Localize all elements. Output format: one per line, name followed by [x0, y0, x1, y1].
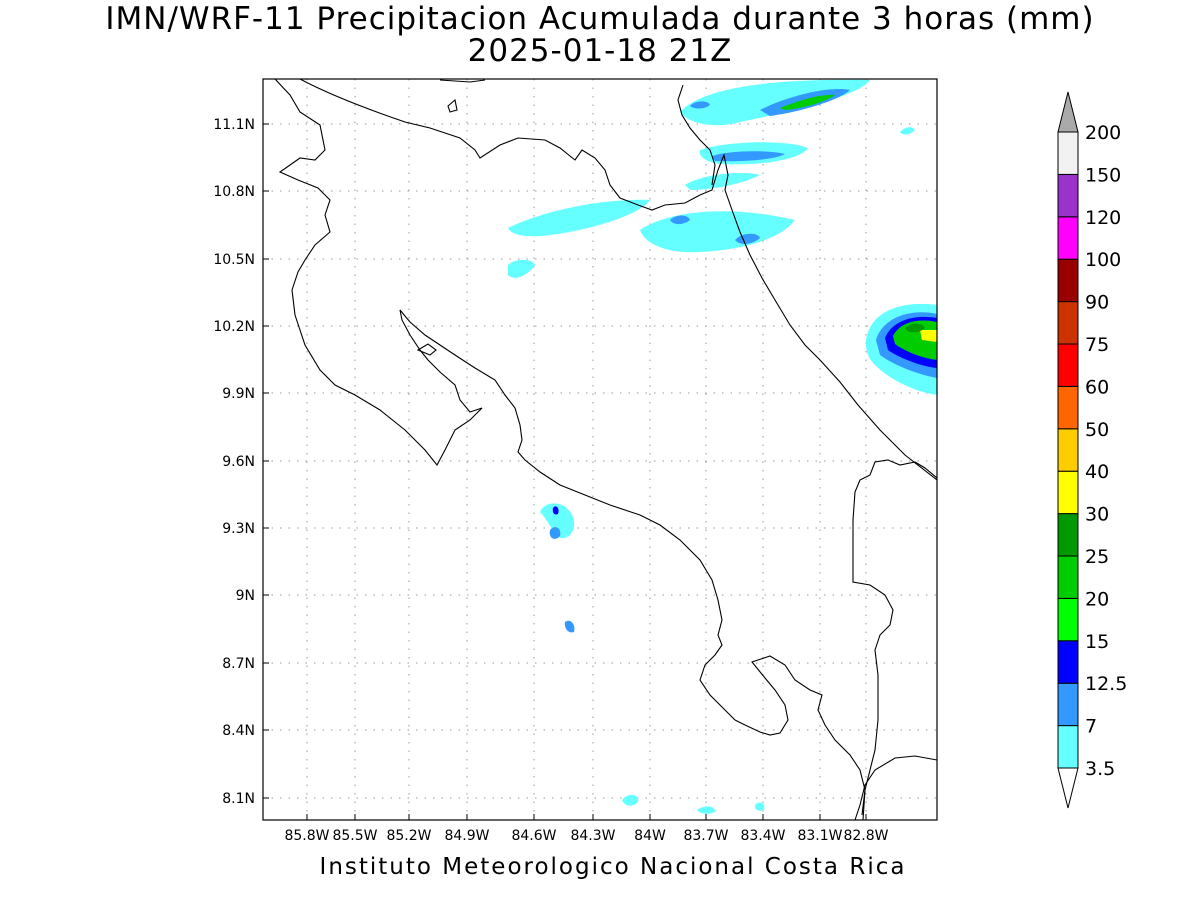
precip-area	[622, 794, 639, 806]
map-title: IMN/WRF-11 Precipitacion Acumulada duran…	[105, 1, 1095, 37]
precip-area	[712, 151, 785, 162]
map-gridlines	[263, 79, 937, 820]
precip-area	[900, 127, 915, 135]
colorbar-level-label: 40	[1085, 461, 1109, 483]
lat-tick-label: 10.5N	[213, 252, 255, 268]
lon-tick-label: 84.3W	[570, 828, 615, 844]
lon-tick-label: 84.6W	[511, 828, 556, 844]
colorbar-level-label: 120	[1085, 207, 1121, 229]
island	[416, 343, 437, 356]
colorbar-level-label: 50	[1085, 419, 1109, 441]
precip-area	[508, 199, 650, 237]
precip-area	[540, 503, 575, 539]
colorbar: 3.5 7 12.5 15 20 25 30 40 50 60 75 90 100 120 150 200	[1057, 91, 1127, 809]
colorbar-level-label: 30	[1085, 504, 1109, 526]
lat-tick-label: 10.2N	[213, 319, 255, 335]
colorbar-level-label: 12.5	[1085, 673, 1127, 695]
precip-area	[735, 233, 760, 244]
inland-line	[677, 84, 716, 186]
precip-area	[905, 323, 925, 333]
colorbar-level-label: 25	[1085, 546, 1109, 568]
colorbar-level-label: 20	[1085, 588, 1109, 610]
precip-area	[508, 259, 535, 278]
nicaragua-border-coast	[274, 79, 736, 721]
colorbar-swatch	[1057, 216, 1079, 260]
colorbar-swatch	[1057, 385, 1079, 430]
lon-tick-label: 85.8W	[284, 828, 329, 844]
precip-area	[685, 173, 760, 190]
island	[447, 98, 458, 113]
precip-area	[552, 506, 559, 515]
colorbar-level-label: 90	[1085, 292, 1109, 314]
lat-tick-label: 8.1N	[222, 791, 255, 807]
precip-area	[564, 620, 575, 633]
lat-tick-label: 10.8N	[213, 184, 255, 200]
lat-tick-label: 8.7N	[222, 656, 255, 672]
colorbar-level-label: 15	[1085, 631, 1109, 653]
lat-tick-label: 9.3N	[222, 521, 255, 537]
colorbar-swatch	[1057, 470, 1079, 515]
lon-tick-label: 84W	[634, 828, 666, 844]
lat-tick-label: 9.6N	[222, 454, 255, 470]
colorbar-level-label: 150	[1085, 164, 1121, 186]
coastlines	[274, 79, 937, 820]
colorbar-swatch	[1057, 428, 1079, 472]
north-coast	[299, 79, 937, 481]
colorbar-swatch	[1057, 725, 1079, 769]
osa-peninsula	[734, 655, 866, 816]
precip-area	[680, 79, 870, 126]
lake-shore	[439, 79, 486, 83]
lon-tick-label: 83.7W	[683, 828, 728, 844]
colorbar-level-label: 75	[1085, 334, 1109, 356]
colorbar-swatch	[1057, 131, 1079, 175]
precip-area	[920, 330, 937, 342]
colorbar-swatch	[1057, 301, 1079, 345]
precip-area	[549, 527, 561, 539]
lon-tick-label: 85.5W	[332, 828, 377, 844]
lat-tick-label: 9N	[236, 588, 255, 604]
colorbar-swatch	[1057, 173, 1079, 218]
colorbar-level-label: 7	[1085, 716, 1097, 738]
colorbar-swatch	[1057, 343, 1079, 387]
colorbar-lower-arrow	[1057, 767, 1079, 809]
colorbar-swatch	[1057, 597, 1079, 642]
lon-tick-label: 83.4W	[740, 828, 785, 844]
lon-tick-label: 82.8W	[843, 828, 888, 844]
lon-tick-label: 83.1W	[797, 828, 842, 844]
precip-area	[754, 802, 765, 811]
colorbar-swatch	[1057, 682, 1079, 727]
colorbar-level-label: 100	[1085, 249, 1121, 271]
colorbar-level-label: 200	[1085, 122, 1121, 144]
precip-area	[697, 806, 716, 814]
colorbar-swatch	[1057, 555, 1079, 599]
colorbar-upper-arrow	[1057, 91, 1079, 133]
precip-area	[780, 94, 835, 110]
precip-area	[670, 215, 690, 225]
panama-coast	[854, 755, 937, 820]
colorbar-swatch	[1057, 640, 1079, 684]
lat-tick-label: 11.1N	[213, 117, 255, 133]
footer-credit: Instituto Meteorologico Nacional Costa R…	[319, 854, 907, 880]
map-frame	[262, 78, 938, 821]
lat-tick-label: 9.9N	[222, 386, 255, 402]
colorbar-level-label: 60	[1085, 376, 1109, 398]
axis-ticks: 85.8W 85.5W 85.2W 84.9W 84.6W 84.3W 84W 83.7W 83…	[213, 117, 888, 844]
lon-tick-label: 84.9W	[444, 828, 489, 844]
lat-tick-label: 8.4N	[222, 723, 255, 739]
map-subtitle: 2025-01-18 21Z	[467, 33, 733, 69]
colorbar-swatch	[1057, 513, 1079, 557]
lon-tick-label: 85.2W	[386, 828, 431, 844]
colorbar-swatch	[1057, 258, 1079, 303]
precip-field	[508, 79, 937, 814]
panama-border	[852, 459, 937, 820]
precip-area	[690, 101, 710, 109]
colorbar-level-label: 3.5	[1085, 758, 1115, 780]
precip-area	[640, 211, 795, 253]
